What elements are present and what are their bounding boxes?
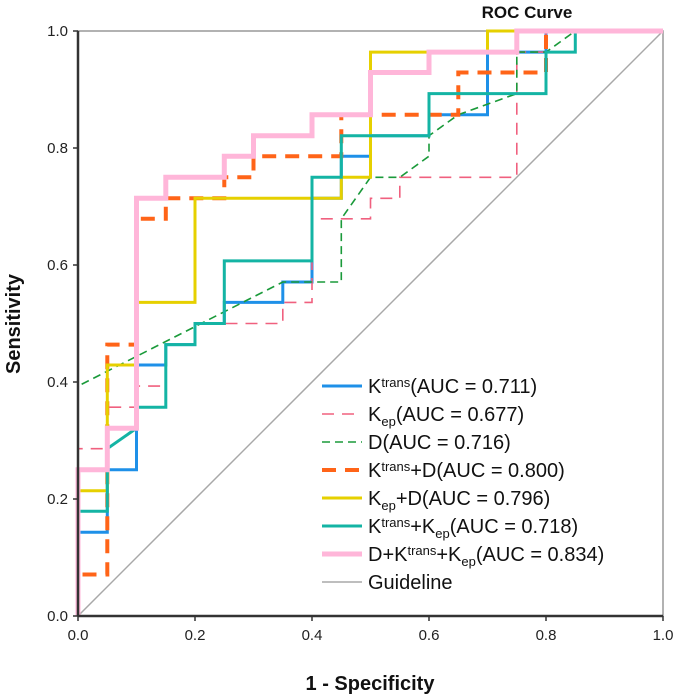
legend-item: Ktrans(AUC = 0.711) [322, 375, 537, 398]
legend-label-text: D+K [368, 544, 408, 566]
legend-label-text: (AUC = 0.834) [476, 544, 604, 566]
x-tick-label: 0.4 [302, 627, 323, 644]
legend-label-text: Guideline [368, 572, 453, 594]
legend: Ktrans(AUC = 0.711)Kep(AUC = 0.677)D(AUC… [322, 375, 604, 594]
legend-item: Ktrans+D(AUC = 0.800) [322, 459, 565, 482]
legend-label-text: D(AUC = 0.716) [368, 432, 511, 454]
legend-label: D(AUC = 0.716) [368, 432, 511, 454]
x-tick-label: 0.6 [419, 627, 440, 644]
y-tick-label: 0.0 [47, 608, 68, 625]
legend-label: Ktrans(AUC = 0.711) [368, 375, 537, 398]
y-tick-label: 0.2 [47, 491, 68, 508]
legend-label-text: K [368, 376, 382, 398]
curves-layer [75, 28, 664, 617]
y-tick-label: 0.8 [47, 140, 68, 157]
legend-label-text: +D(AUC = 0.796) [396, 488, 551, 510]
legend-item: Kep+D(AUC = 0.796) [322, 488, 550, 513]
y-tick-label: 0.4 [47, 374, 68, 391]
legend-label: D+Ktrans+Kep(AUC = 0.834) [368, 543, 604, 569]
legend-label: Kep+D(AUC = 0.796) [368, 488, 550, 513]
x-tick-label: 0.0 [68, 627, 89, 644]
legend-label-superscript: trans [381, 375, 410, 390]
legend-item: D+Ktrans+Kep(AUC = 0.834) [322, 543, 604, 569]
legend-label-text: K [368, 488, 382, 510]
x-tick-label: 0.2 [185, 627, 206, 644]
curve-d-auc-0-716 [77, 30, 663, 616]
legend-label-text: (AUC = 0.718) [450, 516, 578, 538]
legend-label-text: +K [436, 544, 462, 566]
legend-label-subscript: ep [381, 498, 395, 513]
legend-label-superscript: trans [381, 515, 410, 530]
legend-label-text: +D(AUC = 0.800) [410, 460, 565, 482]
legend-item: Guideline [322, 572, 453, 594]
chart-title: ROC Curve [482, 3, 573, 22]
y-axis-label: Sensitivity [3, 273, 25, 374]
legend-label-text: (AUC = 0.677) [396, 404, 524, 426]
x-tick-label: 0.8 [536, 627, 557, 644]
y-tick-label: 0.6 [47, 257, 68, 274]
x-tick-label: 1.0 [653, 627, 674, 644]
legend-label-text: K [368, 404, 382, 426]
legend-label: Ktrans+Kep(AUC = 0.718) [368, 515, 578, 541]
legend-item: Ktrans+Kep(AUC = 0.718) [322, 515, 578, 541]
legend-label-subscript: ep [435, 526, 449, 541]
legend-label-text: K [368, 460, 382, 482]
legend-item: D(AUC = 0.716) [322, 432, 511, 454]
legend-label-superscript: trans [407, 543, 436, 558]
curve-d-ktrans-kep-auc-0-834 [75, 28, 663, 616]
legend-label-subscript: ep [381, 414, 395, 429]
y-tick-label: 1.0 [47, 23, 68, 40]
legend-label-text: +K [410, 516, 436, 538]
legend-label: Ktrans+D(AUC = 0.800) [368, 459, 565, 482]
legend-label-text: (AUC = 0.711) [410, 376, 537, 398]
ticks-layer: 0.0 0.2 0.4 0.6 0.8 1.0 0.0 0.2 0.4 0.6 0.8 1.0 [47, 23, 673, 644]
legend-label-subscript: ep [461, 554, 475, 569]
x-axis-label: 1 - Specificity [306, 673, 436, 695]
legend-item: Kep(AUC = 0.677) [322, 404, 524, 429]
legend-label-superscript: trans [381, 459, 410, 474]
legend-label-text: K [368, 516, 382, 538]
legend-label: Kep(AUC = 0.677) [368, 404, 524, 429]
legend-label: Guideline [368, 572, 453, 594]
curve-guideline [77, 30, 664, 617]
curve-ktrans-kep-auc-0-718 [76, 29, 663, 616]
